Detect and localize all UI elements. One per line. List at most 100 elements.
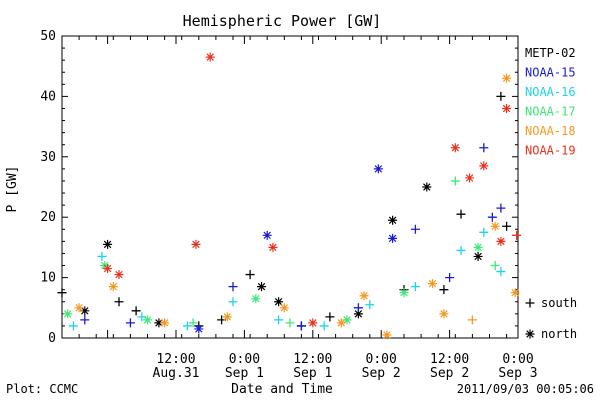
point-noaa-19-north <box>103 264 113 274</box>
point-noaa-19-north <box>479 161 489 171</box>
point-metp-02-north <box>257 282 266 292</box>
point-noaa-16-south <box>182 321 192 331</box>
x-tick-label-date: Sep 1 <box>225 366 264 381</box>
point-noaa-18-north <box>490 221 500 231</box>
point-noaa-19-north <box>268 242 278 252</box>
point-noaa-18-north <box>439 309 449 319</box>
point-noaa-19-north <box>308 318 318 328</box>
x-tick-label-time: 12:00 <box>430 352 469 367</box>
point-noaa-18-north <box>382 330 392 340</box>
point-metp-02-north <box>388 215 398 225</box>
footer-source: Plot: CCMC <box>6 382 78 396</box>
y-tick-label: 50 <box>40 29 56 44</box>
point-metp-02-north <box>80 306 90 316</box>
point-noaa-18-south <box>467 315 477 325</box>
point-noaa-16-south <box>319 321 329 331</box>
point-noaa-15-south <box>410 224 420 234</box>
y-tick-label: 20 <box>40 210 56 225</box>
point-noaa-18-north <box>160 318 170 328</box>
point-noaa-15-south <box>228 282 238 292</box>
point-metp-02-north <box>422 182 432 192</box>
point-metp-02-south <box>114 297 124 307</box>
point-noaa-17-north <box>143 315 152 325</box>
point-noaa-17-south <box>450 176 460 186</box>
point-noaa-15-south <box>445 273 455 283</box>
x-tick-label-date: Sep 3 <box>498 366 537 381</box>
x-tick-label-date: Sep 2 <box>430 366 469 381</box>
point-noaa-15-north <box>194 324 204 334</box>
point-noaa-19-north <box>114 270 124 280</box>
point-noaa-16-south <box>97 251 107 261</box>
point-noaa-19-north <box>191 239 201 249</box>
x-tick-label-time: 0:00 <box>366 352 397 367</box>
legend-series-label: NOAA-15 <box>525 66 576 80</box>
point-noaa-17-north <box>473 242 483 252</box>
point-noaa-16-south <box>68 321 78 331</box>
x-tick-label-time: 0:00 <box>229 352 260 367</box>
legend-marker-north <box>525 329 535 339</box>
point-noaa-18-north <box>336 318 346 328</box>
point-metp-02-north <box>154 318 164 328</box>
y-tick-label: 40 <box>40 89 56 104</box>
point-noaa-17-north <box>399 288 409 298</box>
point-noaa-15-south <box>296 321 306 331</box>
legend: METP-02 NOAA-15 NOAA-16 NOAA-17 NOAA-18 NOAA-… <box>525 46 577 341</box>
point-noaa-15-south <box>479 143 489 153</box>
point-noaa-16-south <box>496 267 506 277</box>
point-noaa-16-south <box>479 227 489 237</box>
x-tick-label-time: 12:00 <box>293 352 332 367</box>
point-noaa-15-north <box>388 233 398 243</box>
point-metp-02-south <box>456 209 466 219</box>
x-tick-label-date: Aug.31 <box>153 366 200 381</box>
point-metp-02-south <box>325 312 335 322</box>
x-tick-label-date: Sep 1 <box>293 366 332 381</box>
point-noaa-17-north <box>63 309 73 319</box>
point-noaa-19-north <box>496 236 506 246</box>
x-tick-label-date: Sep 2 <box>362 366 401 381</box>
point-metp-02-north <box>353 309 363 319</box>
point-noaa-18-north <box>510 288 520 298</box>
point-metp-02-south <box>245 270 255 280</box>
point-metp-02-south <box>131 306 141 316</box>
x-axis-label: Date and Time <box>231 382 333 397</box>
point-noaa-17-north <box>251 294 261 304</box>
point-noaa-15-north <box>373 164 383 174</box>
y-tick-label: 10 <box>40 271 56 286</box>
chart-title: Hemispheric Power [GW] <box>183 12 382 30</box>
point-noaa-15-south <box>487 212 497 222</box>
point-noaa-16-south <box>274 315 284 325</box>
legend-marker-label: south <box>541 296 577 310</box>
y-axis-label: P [GW] <box>5 166 20 213</box>
point-noaa-16-south <box>456 245 466 255</box>
point-metp-02-north <box>274 297 284 307</box>
point-metp-02-north <box>103 239 113 249</box>
data-marks <box>57 52 522 340</box>
point-noaa-19-south <box>512 230 522 240</box>
point-noaa-15-south <box>80 315 90 325</box>
point-metp-02-south <box>496 91 506 101</box>
y-tick-label: 30 <box>40 150 56 165</box>
legend-marker-label: north <box>541 327 577 341</box>
point-noaa-17-south <box>490 261 500 271</box>
point-noaa-18-north <box>74 303 84 313</box>
point-noaa-15-south <box>125 318 135 328</box>
point-noaa-16-south <box>365 300 375 310</box>
point-noaa-17-north <box>342 315 352 325</box>
x-tick-label-time: 0:00 <box>502 352 533 367</box>
point-noaa-15-north <box>262 230 272 240</box>
legend-series-label: METP-02 <box>525 46 576 60</box>
y-tick-label: 0 <box>48 331 56 346</box>
plot-frame <box>61 35 519 339</box>
point-metp-02-south <box>57 288 67 298</box>
x-tick-label-time: 12:00 <box>156 352 195 367</box>
legend-series-label: NOAA-16 <box>525 85 576 99</box>
point-noaa-19-north <box>450 143 460 153</box>
point-noaa-15-south <box>353 303 363 313</box>
point-metp-02-south <box>439 285 449 295</box>
point-noaa-18-north <box>108 282 118 292</box>
legend-series-label: NOAA-19 <box>525 144 576 158</box>
point-noaa-19-north <box>502 103 512 113</box>
legend-series-label: NOAA-18 <box>525 124 576 138</box>
